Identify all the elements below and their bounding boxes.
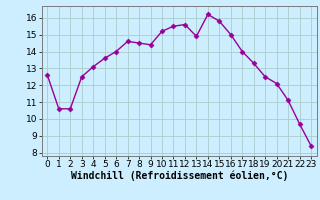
X-axis label: Windchill (Refroidissement éolien,°C): Windchill (Refroidissement éolien,°C)	[70, 171, 288, 181]
